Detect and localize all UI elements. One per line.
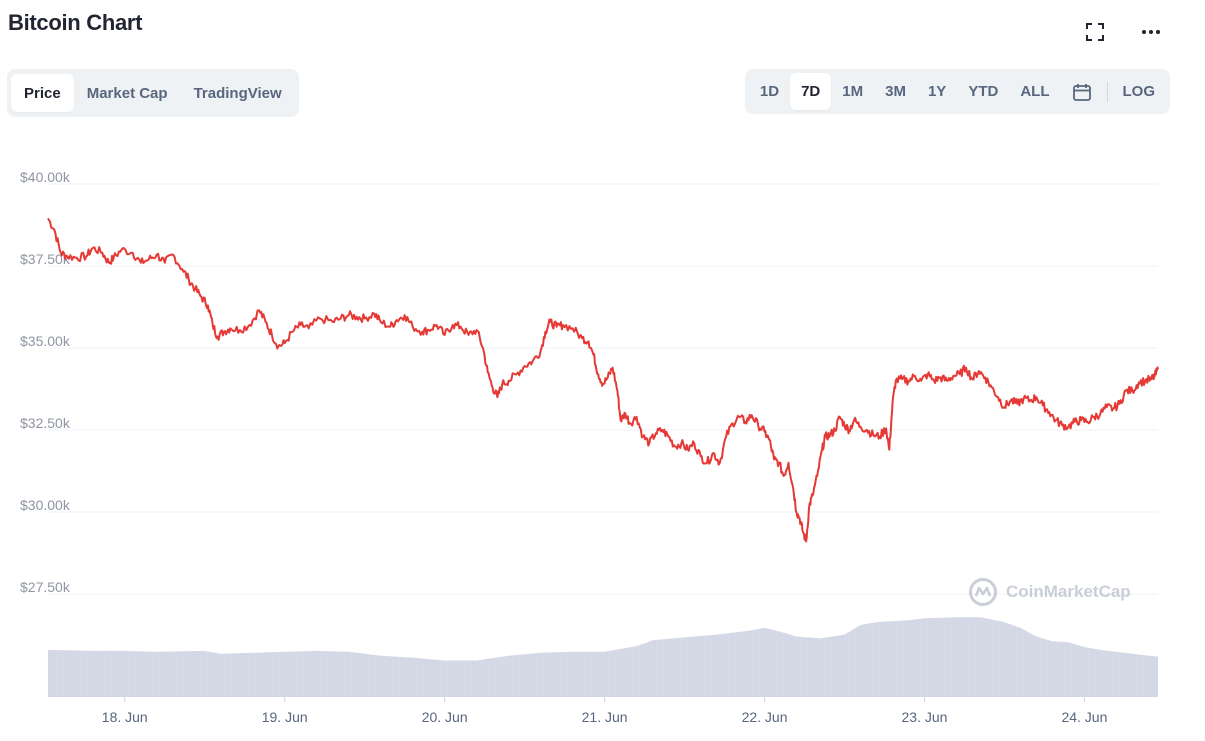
log-scale-toggle[interactable]: LOG <box>1122 83 1156 100</box>
tab-divider <box>1106 81 1108 102</box>
tab-tradingview[interactable]: TradingView <box>193 84 282 102</box>
watermark: CoinMarketCap <box>968 577 1131 607</box>
calendar-icon[interactable] <box>1061 73 1103 110</box>
tab-market-cap[interactable]: Market Cap <box>86 84 168 102</box>
y-tick-label: $30.00k <box>20 497 71 513</box>
x-tick-label: 18. Jun <box>102 709 148 725</box>
y-tick-label: $27.50k <box>20 579 71 595</box>
x-tick-label: 21. Jun <box>582 709 628 725</box>
range-ytd[interactable]: YTD <box>968 83 999 100</box>
range-all[interactable]: ALL <box>1020 83 1050 100</box>
more-options-icon[interactable] <box>1137 18 1165 46</box>
x-tick-label: 23. Jun <box>902 709 948 725</box>
expand-icon[interactable] <box>1081 18 1109 46</box>
tab-price[interactable]: Price <box>11 74 74 112</box>
chart-view-tabs: Price Market Cap TradingView <box>7 69 299 117</box>
coinmarketcap-logo-icon <box>969 578 997 606</box>
y-tick-label: $32.50k <box>20 415 71 431</box>
y-tick-label: $40.00k <box>20 169 71 185</box>
header-actions <box>1081 18 1165 46</box>
range-1d[interactable]: 1D <box>759 83 780 100</box>
x-tick-label: 22. Jun <box>742 709 788 725</box>
x-tick-label: 19. Jun <box>262 709 308 725</box>
page-title: Bitcoin Chart <box>8 10 143 35</box>
range-1y[interactable]: 1Y <box>927 83 947 100</box>
range-7d[interactable]: 7D <box>790 73 832 110</box>
volume-area <box>48 617 1158 696</box>
x-tick-label: 24. Jun <box>1061 709 1107 725</box>
y-tick-label: $37.50k <box>20 251 71 267</box>
time-range-tabs: 1D 7D 1M 3M 1Y YTD ALL LOG <box>744 69 1170 114</box>
price-line <box>47 217 1159 543</box>
range-3m[interactable]: 3M <box>885 83 906 100</box>
x-tick-label: 20. Jun <box>422 709 468 725</box>
watermark-text: CoinMarketCap <box>1006 582 1131 601</box>
range-1m[interactable]: 1M <box>842 83 864 100</box>
y-tick-label: $35.00k <box>20 333 71 349</box>
